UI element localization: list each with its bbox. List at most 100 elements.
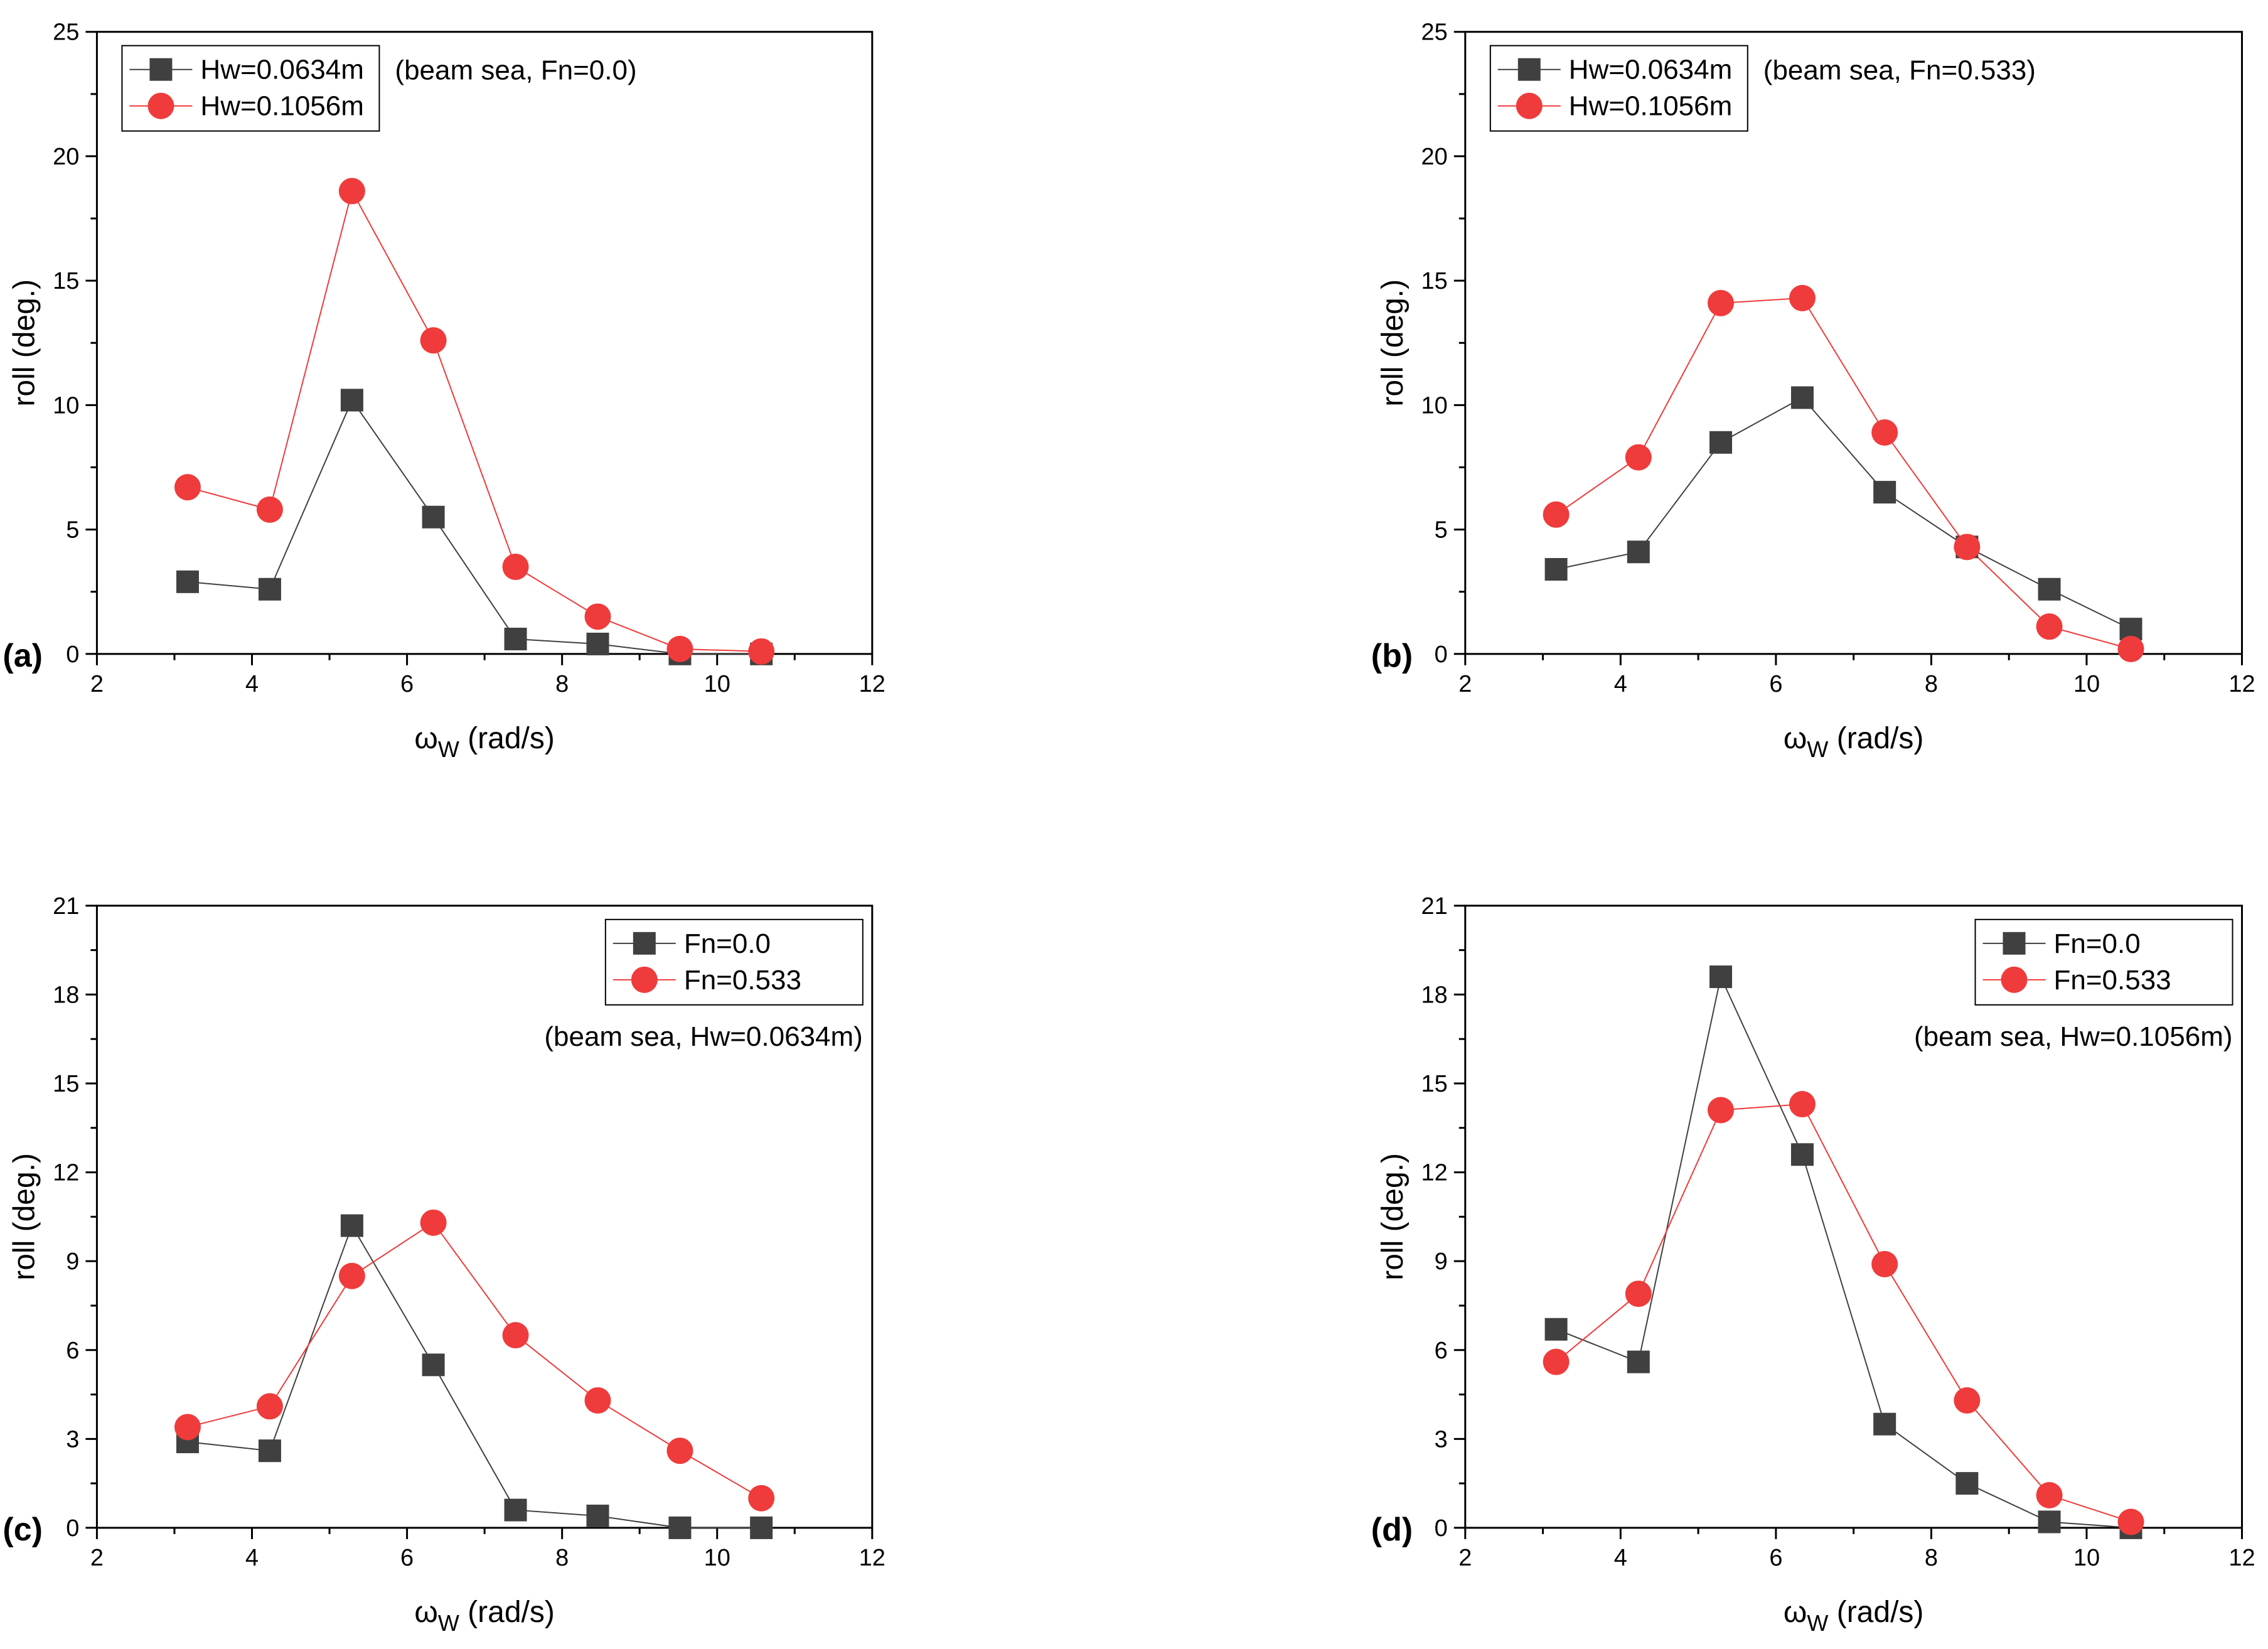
data-point-square [1544,558,1568,581]
data-point-circle [256,1393,283,1420]
y-axis-label: roll (deg.) [8,279,41,407]
legend-marker-square [1517,58,1541,81]
legend-marker-circle [147,92,174,119]
panel-tag: (c) [3,1512,43,1548]
legend: Fn=0.0 Fn=0.533 [1974,918,2233,1006]
legend-marker-square [2003,932,2026,955]
data-point-square [2038,1510,2061,1534]
series-line-dark [1556,974,2131,1528]
legend-marker-circle [2001,966,2028,993]
data-point-square [2038,577,2061,601]
y-tick-label: 15 [1421,268,1448,294]
x-tick-label: 12 [2228,671,2255,697]
legend: Fn=0.0 Fn=0.533 [604,918,864,1006]
chart-panel-d: 2 4 6 8 10 12 0 3 6 9 12 15 18 21 ωW (rad/s) roll (deg.… [1371,893,2255,1636]
data-point-square [1955,1472,1979,1495]
legend-label: Hw=0.0634m [200,55,363,85]
y-tick-label: 0 [1435,1515,1448,1542]
y-tick-label: 18 [53,982,79,1008]
data-point-square [422,1353,445,1377]
x-axis-symbol: ω [414,1596,437,1629]
y-tick-label: 10 [53,392,79,419]
x-tick-label: 12 [859,1545,885,1571]
data-point-square [586,632,609,655]
series-line-dark [187,1224,762,1528]
data-point-square [340,1214,363,1237]
data-point-square [1790,1143,1814,1166]
x-axis-symbol: ω [1784,722,1807,755]
x-axis-label: ωW (rad/s) [414,722,554,762]
x-tick-label: 4 [1614,671,1627,697]
x-axis-unit: (rad/s) [459,1596,555,1629]
y-tick-label: 20 [53,144,79,170]
x-axis-subscript: W [438,736,459,762]
series-line-dark [1556,397,2131,630]
chart-panel-b: 2 4 6 8 10 12 0 5 10 15 20 25 ωW (rad/s) roll (deg.) (… [1371,19,2255,762]
x-tick-label: 2 [90,671,104,697]
data-point-circle [666,1437,693,1464]
data-point-circle [338,178,365,205]
y-axis-label: roll (deg.) [1376,1153,1409,1281]
x-tick-label: 4 [245,671,259,697]
data-point-circle [1708,289,1735,316]
y-tick-label: 5 [66,517,79,544]
data-point-circle [1789,284,1816,311]
x-tick-label: 2 [1458,671,1472,697]
x-axis-symbol: ω [414,722,437,755]
x-axis-subscript: W [438,1610,459,1636]
annotation: (beam sea, Hw=0.0634m) [544,1021,862,1052]
data-point-circle [2036,613,2063,640]
panel-tag: (b) [1371,638,1413,674]
y-tick-label: 12 [53,1160,79,1186]
x-tick-label: 6 [400,671,414,697]
x-axis-label: ωW (rad/s) [1784,1596,1923,1636]
x-axis-subscript: W [1807,1610,1828,1636]
x-axis-unit: (rad/s) [1828,722,1923,755]
data-point-circle [502,554,529,581]
data-point-square [1873,481,1896,504]
data-point-square [586,1505,609,1528]
data-point-circle [174,474,201,501]
y-tick-label: 3 [66,1426,79,1453]
data-point-circle [502,1322,529,1349]
data-point-square [1790,386,1814,409]
y-tick-label: 3 [1435,1426,1448,1453]
data-point-square [258,577,281,601]
data-point-circle [748,1485,775,1512]
series-line-dark [187,399,762,655]
annotation: (beam sea, Hw=0.1056m) [1914,1021,2232,1052]
data-point-circle [1543,501,1570,528]
data-point-circle [2117,635,2144,662]
series-line-red [1555,1103,2131,1523]
legend-label: Hw=0.1056m [1569,91,1732,122]
data-point-circle [174,1414,201,1441]
x-tick-label: 2 [90,1545,104,1571]
x-tick-label: 10 [2073,671,2100,697]
chart-panel-c: 2 4 6 8 10 12 0 3 6 9 12 15 18 21 ωW (rad/s) roll (deg.… [3,893,885,1636]
x-tick-label: 8 [555,671,569,697]
data-point-square [258,1439,281,1463]
legend-label: Fn=0.0 [684,928,771,959]
legend: Hw=0.0634m Hw=0.1056m [121,45,380,132]
series-line-red [187,1222,762,1499]
data-point-circle [338,1262,365,1289]
data-point-circle [1543,1348,1570,1375]
x-tick-label: 8 [1925,671,1938,697]
data-point-circle [1954,1387,1981,1414]
y-tick-label: 15 [53,1071,79,1097]
x-tick-label: 6 [1769,671,1782,697]
legend-marker-circle [631,966,658,993]
y-tick-label: 25 [1421,19,1448,46]
y-tick-label: 15 [53,268,79,294]
y-tick-label: 18 [1421,982,1448,1008]
y-tick-label: 9 [1435,1249,1448,1275]
data-point-square [504,1498,527,1522]
data-point-circle [584,1387,611,1414]
legend-label: Fn=0.533 [684,965,801,996]
x-tick-label: 6 [1769,1545,1782,1571]
annotation: (beam sea, Fn=0.0) [395,55,636,86]
x-tick-label: 10 [704,671,730,697]
y-tick-label: 25 [53,19,79,46]
data-point-circle [1789,1091,1816,1118]
